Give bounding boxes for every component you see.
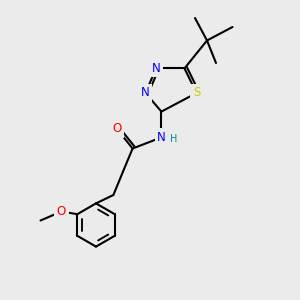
- Text: N: N: [141, 86, 150, 100]
- Text: O: O: [57, 205, 66, 218]
- Text: O: O: [112, 122, 122, 136]
- Text: H: H: [170, 134, 178, 144]
- Text: S: S: [193, 86, 200, 100]
- Text: N: N: [152, 62, 160, 75]
- Text: N: N: [157, 131, 166, 144]
